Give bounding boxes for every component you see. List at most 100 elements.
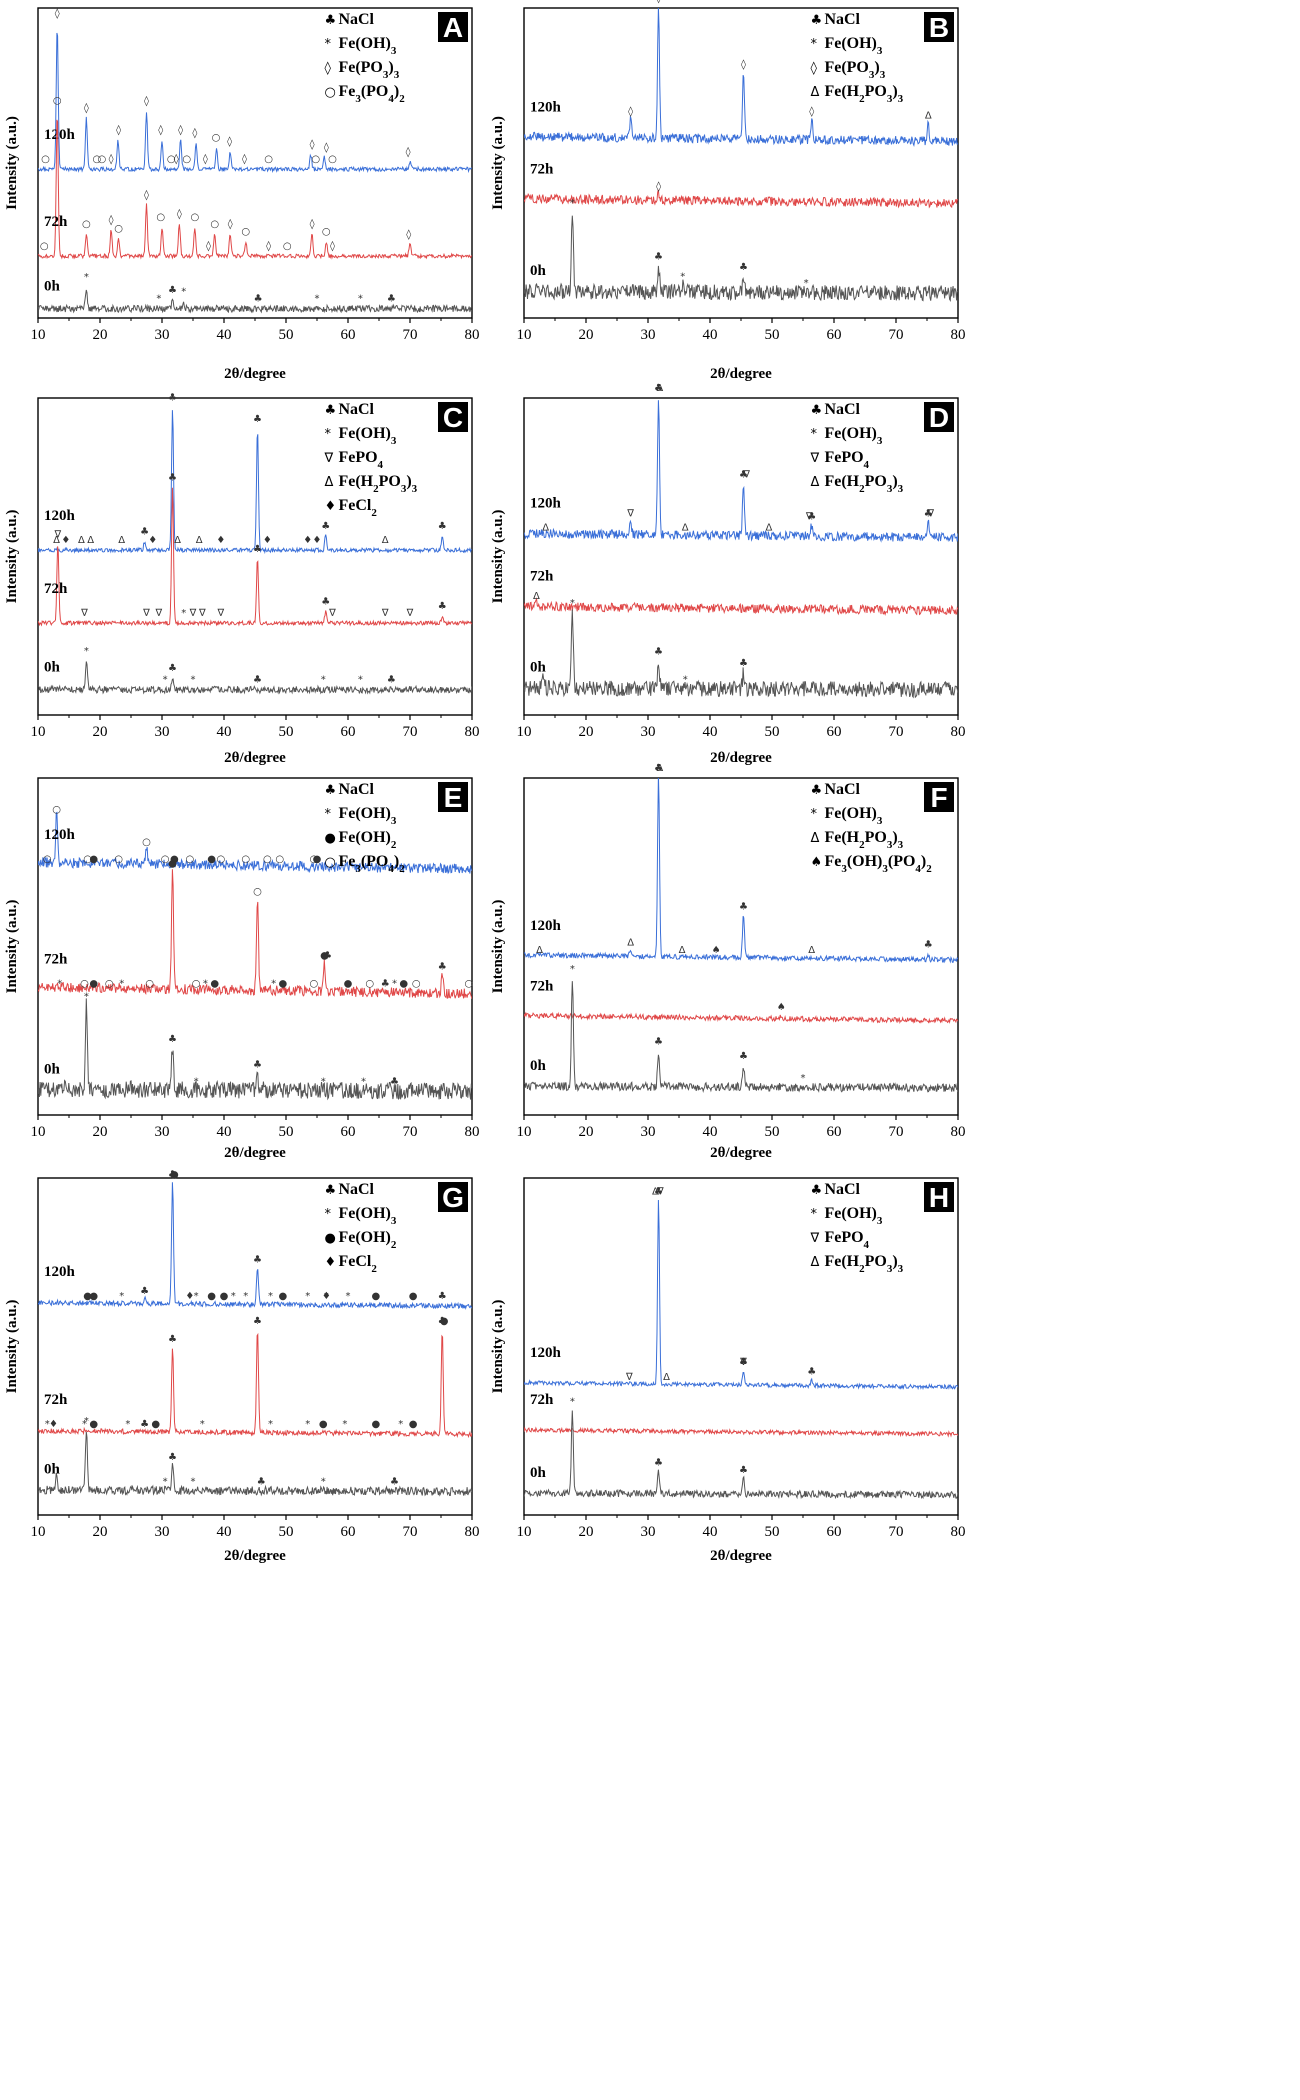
peak-marker: * xyxy=(570,598,575,609)
peak-marker: Δ xyxy=(87,535,94,546)
peak-marker: Δ xyxy=(925,110,932,121)
series-label: 120h xyxy=(44,127,76,143)
legend-entry: Fe(OH)3 xyxy=(824,35,882,57)
peak-marker: ♣ xyxy=(739,469,748,480)
peak-marker: ♣ xyxy=(254,294,263,305)
x-tick-label: 50 xyxy=(279,327,294,343)
peak-marker: ○ xyxy=(241,226,250,237)
series-line-72h xyxy=(38,119,472,260)
peak-marker: ◊ xyxy=(116,124,121,136)
legend-entry: Fe(PO3)3 xyxy=(824,59,885,81)
series-label: 120h xyxy=(44,508,76,524)
legend-entry: NaCl xyxy=(824,1181,860,1198)
peak-marker: ● xyxy=(207,854,216,865)
legend-entry: Fe(H2PO3)3 xyxy=(338,473,417,495)
panel-f: 10 20 30 40 50 60 70 80 2θ/degree Intensity (a.u.… xyxy=(490,763,966,1161)
peak-marker: * xyxy=(361,1076,366,1087)
legend-symbol: Δ xyxy=(810,831,819,846)
series-label: 72h xyxy=(530,979,554,995)
peak-marker: ◊ xyxy=(330,240,335,252)
legend-symbol: * xyxy=(810,37,817,52)
peak-marker: ♣ xyxy=(438,521,447,532)
peak-marker: * xyxy=(321,1476,326,1487)
peak-marker: ● xyxy=(168,858,177,869)
peak-marker: ◊ xyxy=(84,102,89,114)
series-label: 72h xyxy=(44,1392,68,1408)
peak-marker: Δ xyxy=(78,535,85,546)
panel-badge-label: B xyxy=(929,12,949,43)
panel-d: 10 20 30 40 50 60 70 80 2θ/degree Intensity (a.u.… xyxy=(490,383,966,766)
x-tick-label: 60 xyxy=(827,724,842,740)
x-tick-label: 60 xyxy=(341,1124,356,1140)
peak-marker: ♠ xyxy=(777,1002,786,1013)
x-tick-label: 10 xyxy=(517,327,532,343)
legend-entry: NaCl xyxy=(824,781,860,798)
x-axis-label: 2θ/degree xyxy=(224,750,286,766)
peak-marker: * xyxy=(271,979,276,990)
panel-badge xyxy=(924,12,954,42)
legend-entry: Fe(H2PO3)3 xyxy=(824,1253,903,1275)
legend-symbol: * xyxy=(324,807,331,822)
legend-symbol: ♣ xyxy=(324,403,336,418)
peak-marker: ◊ xyxy=(628,105,633,117)
peak-marker: ● xyxy=(151,1419,160,1430)
x-tick-label: 60 xyxy=(827,1524,842,1540)
panel-badge-label: A xyxy=(443,12,463,43)
panel-e: 10 20 30 40 50 60 70 80 2θ/degree Intensity (a.u.… xyxy=(4,777,480,1161)
peak-marker: ♣ xyxy=(253,1059,262,1070)
peak-marker: * xyxy=(683,675,688,686)
x-tick-label: 30 xyxy=(641,1524,656,1540)
peak-marker: ○ xyxy=(311,154,320,165)
x-tick-label: 10 xyxy=(31,1524,46,1540)
peak-marker: ♠ xyxy=(712,945,721,956)
peak-marker: ∇ xyxy=(189,608,197,619)
series-line-0h xyxy=(38,1431,472,1497)
peak-marker: ◊ xyxy=(174,153,179,165)
x-tick-label: 80 xyxy=(951,1524,966,1540)
x-axis-label: 2θ/degree xyxy=(710,750,772,766)
peak-marker: ♣ xyxy=(387,294,396,305)
plot-frame xyxy=(37,1177,473,1516)
legend-entry: FePO4 xyxy=(338,449,383,471)
peak-marker: ♣ xyxy=(323,950,332,961)
series-line-120h xyxy=(38,1182,472,1310)
peak-marker: ○ xyxy=(83,854,92,865)
x-tick-label: 40 xyxy=(217,1524,232,1540)
panel-badge xyxy=(924,782,954,812)
peak-marker: ∇ xyxy=(926,509,934,520)
x-tick-label: 60 xyxy=(827,327,842,343)
peak-marker: ♣ xyxy=(140,1419,149,1430)
legend-symbol: * xyxy=(324,37,331,52)
peak-marker: * xyxy=(268,1291,273,1302)
peak-marker: * xyxy=(321,1076,326,1087)
peak-marker: * xyxy=(321,675,326,686)
panel-badge xyxy=(438,1182,468,1212)
peak-marker: ○ xyxy=(310,979,319,990)
peak-marker: ◊ xyxy=(741,59,746,71)
peak-marker: * xyxy=(57,979,62,990)
x-tick-label: 50 xyxy=(279,724,294,740)
peak-marker: ○ xyxy=(275,854,284,865)
peak-marker: ◊ xyxy=(656,181,661,193)
series-line-120h xyxy=(524,778,958,964)
peak-marker: ○ xyxy=(52,804,61,815)
peak-marker: ◊ xyxy=(109,214,114,226)
x-tick-label: 30 xyxy=(155,724,170,740)
legend-entry: Fe(OH)2 xyxy=(338,1229,396,1251)
peak-marker: ○ xyxy=(93,154,102,165)
peak-marker: ♣ xyxy=(168,285,177,296)
peak-marker: * xyxy=(680,272,685,283)
x-axis-label: 2θ/degree xyxy=(710,1548,772,1564)
legend-entry: Fe3(PO4)2 xyxy=(338,853,405,875)
legend-entry: Fe(OH)3 xyxy=(338,805,396,827)
peak-marker: ♣ xyxy=(924,940,933,951)
peak-marker: ● xyxy=(89,854,98,865)
series-label: 72h xyxy=(530,1392,554,1408)
peak-marker: * xyxy=(200,1419,205,1430)
peak-marker: ♣ xyxy=(168,1170,177,1181)
peak-marker: ♦ xyxy=(185,1291,194,1302)
peak-marker: ◊ xyxy=(242,153,247,165)
legend-entry: Fe(OH)3 xyxy=(824,425,882,447)
peak-marker: ○ xyxy=(80,979,89,990)
